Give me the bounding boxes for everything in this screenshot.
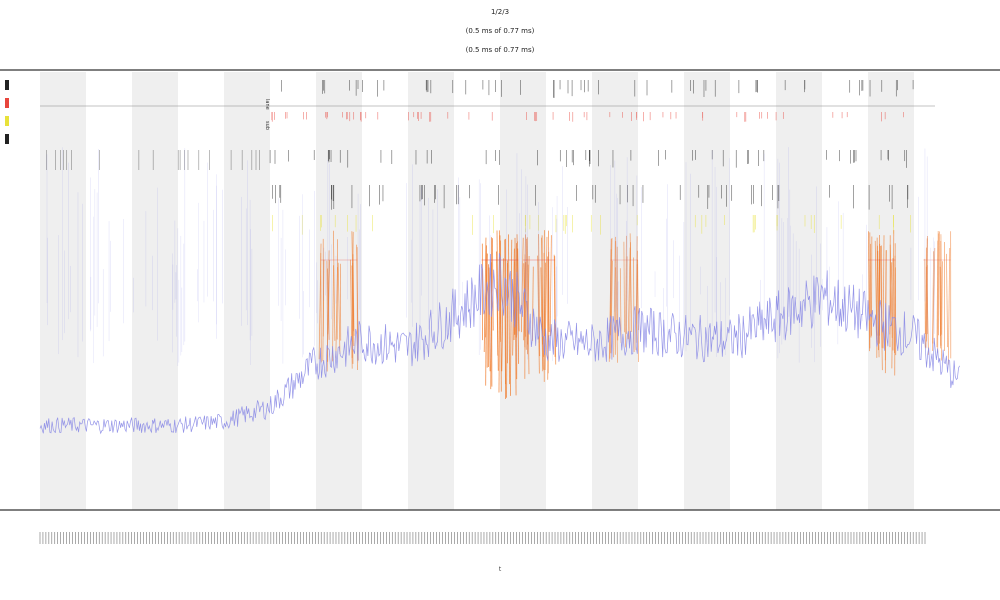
heat-streak (523, 263, 526, 348)
heat-streak (876, 245, 878, 358)
heat-streak (894, 255, 896, 354)
heat-streak (488, 267, 491, 372)
heat-streak (349, 259, 353, 369)
heat-streak (517, 248, 520, 332)
heat-streak (869, 243, 872, 338)
heat-streak (882, 235, 885, 349)
heat-streak (538, 234, 541, 357)
heat-streak (540, 267, 544, 372)
shaded-band (132, 72, 178, 510)
heat-streak (892, 230, 895, 351)
heat-streak (322, 259, 325, 362)
series-line (39, 253, 960, 435)
heat-streak (932, 248, 936, 344)
heat-streak (867, 231, 870, 352)
row-label: sub (264, 121, 270, 130)
heat-streak (623, 241, 625, 333)
heat-streak (891, 258, 894, 369)
shaded-band (40, 72, 86, 510)
heat-streak (608, 238, 612, 362)
heat-streak (327, 260, 331, 335)
heat-streak (931, 251, 935, 351)
chart-title: 1/2/3 (490, 8, 510, 16)
heat-streak (520, 237, 524, 333)
heat-streak (936, 240, 939, 348)
heat-streak (548, 259, 550, 333)
heat-streak (625, 235, 627, 348)
heat-streak (613, 236, 616, 358)
heat-streak (485, 245, 488, 386)
heat-streak (615, 241, 618, 363)
legend-swatch (5, 98, 9, 108)
heat-streak (946, 253, 949, 348)
heat-streak (318, 243, 322, 360)
heat-streak (335, 267, 338, 358)
heat-streak (549, 235, 552, 337)
heat-streak (619, 268, 622, 344)
heat-streak (925, 238, 928, 348)
heat-streak (941, 261, 943, 361)
shaded-band (408, 72, 454, 510)
heat-streak (627, 247, 631, 340)
x-axis-label: t (498, 566, 502, 573)
heat-streak (554, 256, 557, 365)
heat-streak (626, 256, 628, 334)
heat-streak (947, 247, 951, 365)
heat-streak (326, 260, 329, 362)
heat-streak (629, 242, 631, 343)
legend-swatch (5, 116, 9, 126)
heat-streak (508, 234, 510, 385)
heat-streak (544, 236, 548, 371)
legend-swatch (5, 80, 9, 90)
heat-streak (874, 240, 878, 343)
heat-streak (501, 258, 504, 372)
heat-streak (483, 237, 487, 352)
heat-streak (498, 230, 502, 342)
heat-streak (877, 250, 880, 358)
row-label: lane (264, 99, 270, 110)
heat-streak (337, 262, 341, 355)
heat-streak (553, 254, 556, 357)
shaded-band (224, 72, 270, 510)
heat-streak (332, 265, 334, 362)
heat-streak (333, 230, 336, 341)
chart-subtitle-2: (0.5 ms of 0.77 ms) (465, 46, 535, 54)
legend-swatch (5, 134, 9, 144)
heat-streak (537, 255, 540, 374)
heat-streak (523, 234, 526, 341)
heat-streak (525, 238, 528, 337)
shaded-band (684, 72, 730, 510)
chart-subtitle: (0.5 ms of 0.77 ms) (465, 27, 535, 35)
heat-streak (544, 262, 546, 337)
heat-streak (633, 257, 635, 352)
heat-streak (351, 231, 355, 332)
heat-streak (924, 258, 926, 335)
